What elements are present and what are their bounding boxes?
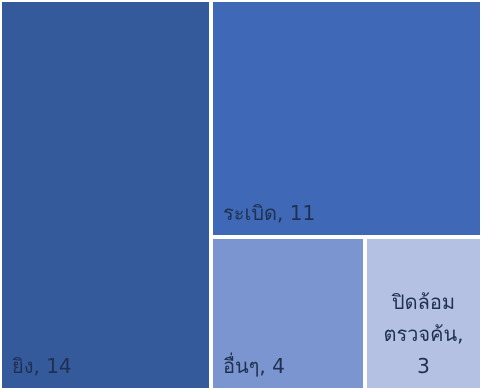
tile-other-label: อื่นๆ, 4 <box>223 354 285 378</box>
tile-search-label-line-3: 3 <box>417 354 430 378</box>
tile-search-label-line-2: ตรวจค้น, <box>383 322 464 346</box>
tile-shoot-label: ยิง, 14 <box>12 354 72 378</box>
tile-search-label-line-1: ปิดล้อม <box>391 290 456 314</box>
tile-bomb-label: ระเบิด, 11 <box>223 201 316 225</box>
tile-search-label: ปิดล้อม ตรวจค้น, 3 <box>367 286 480 382</box>
tile-other: อื่นๆ, 4 <box>213 239 363 388</box>
tile-shoot: ยิง, 14 <box>2 2 209 388</box>
tile-search: ปิดล้อม ตรวจค้น, 3 <box>367 239 480 388</box>
tile-bomb: ระเบิด, 11 <box>213 2 480 235</box>
